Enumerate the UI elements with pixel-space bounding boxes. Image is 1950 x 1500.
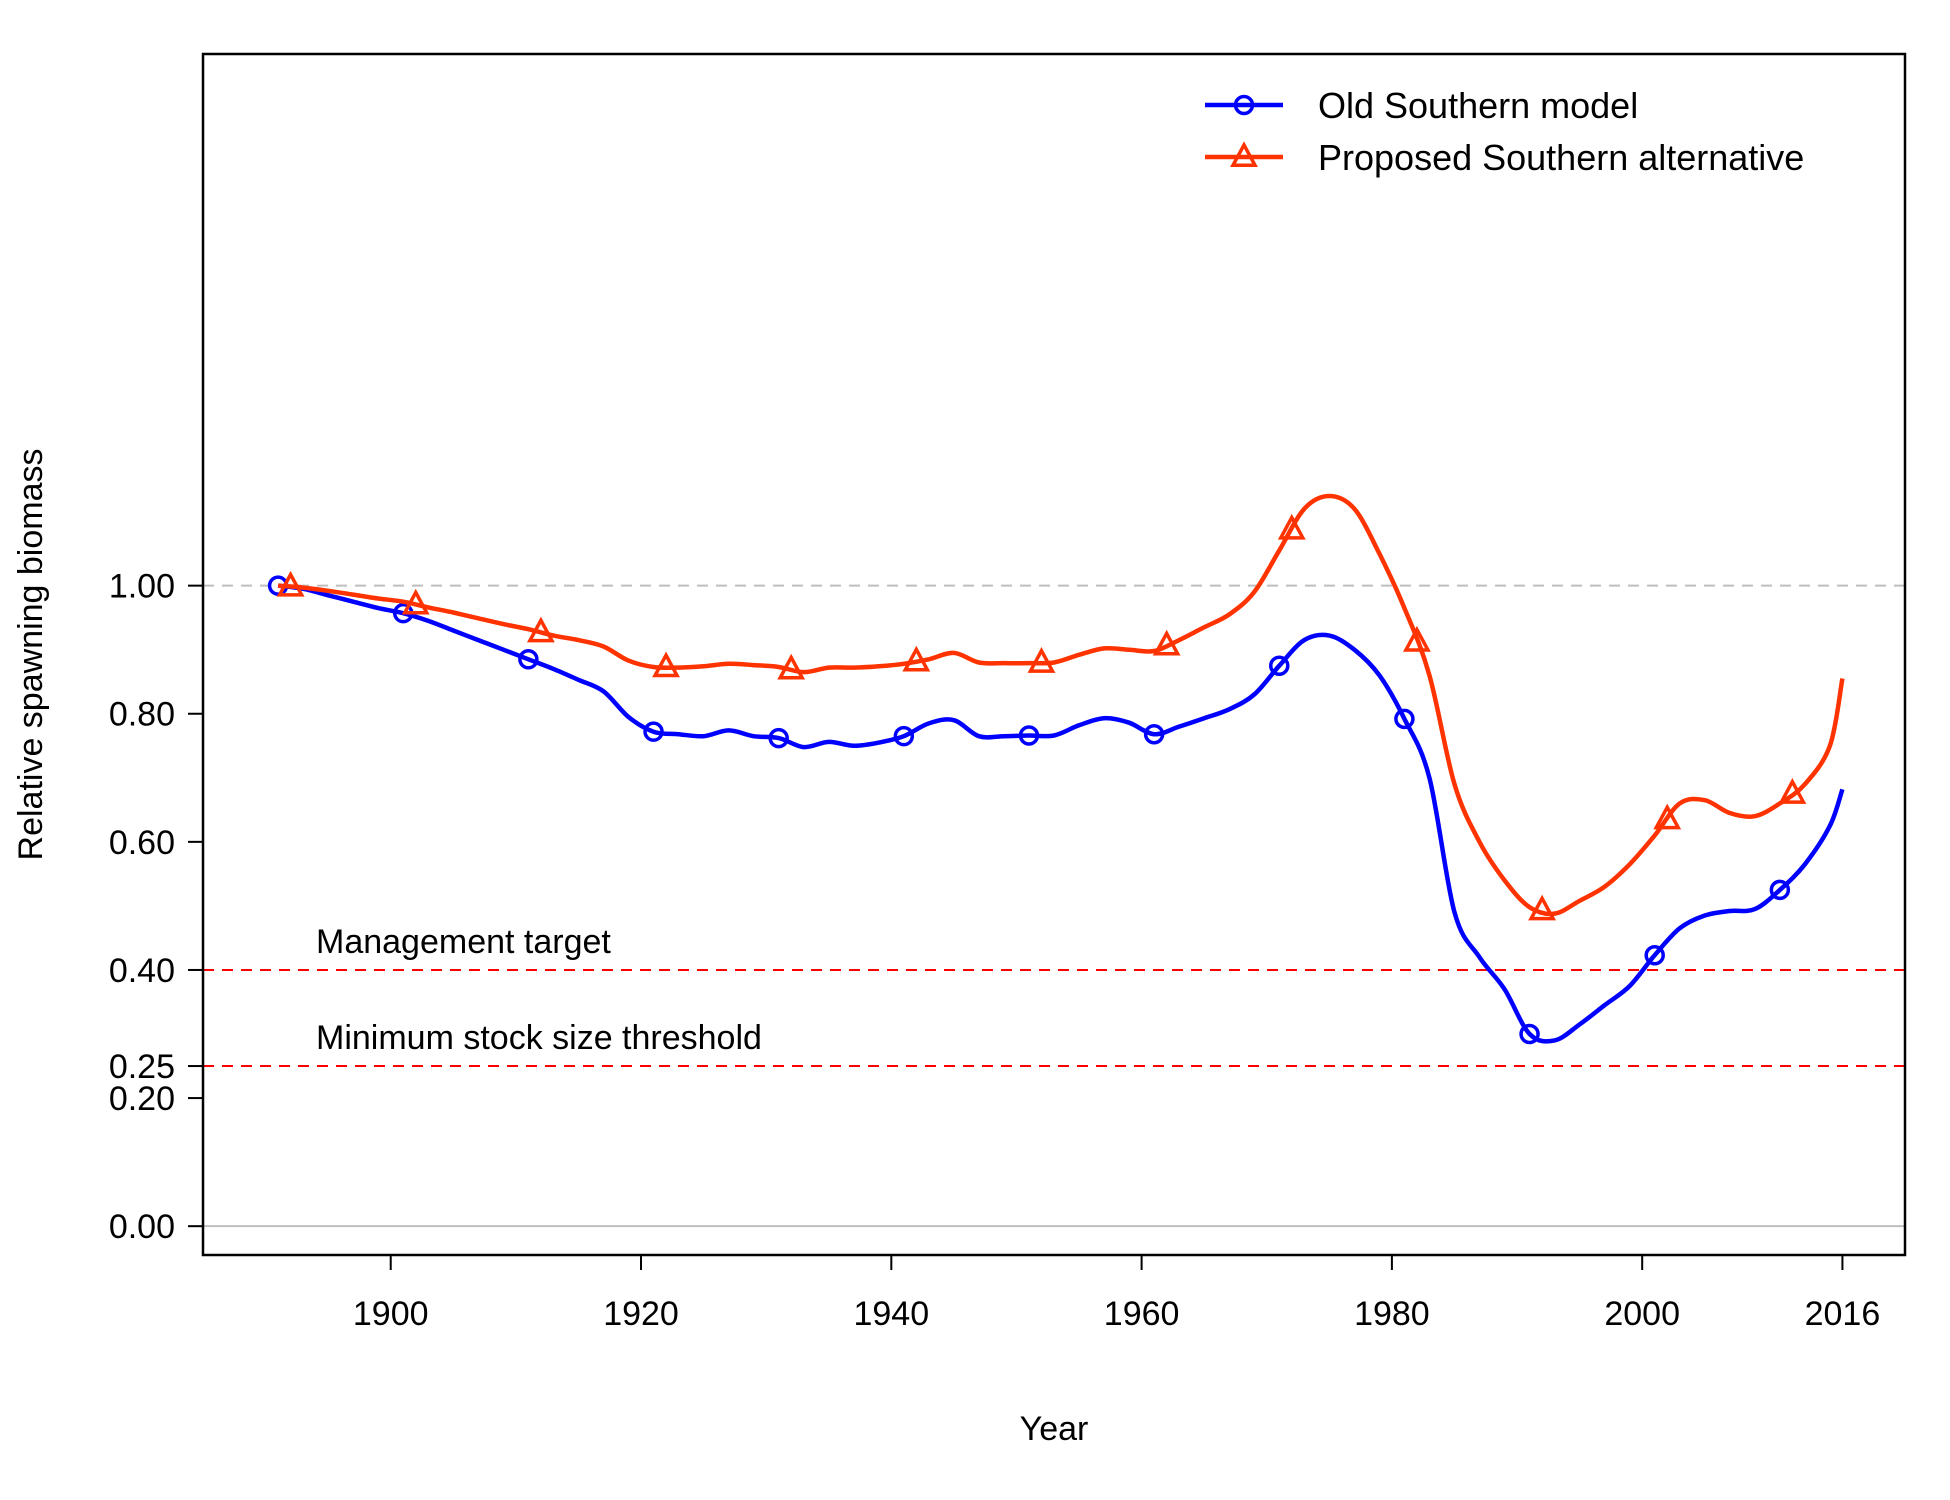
series-layer: [267, 493, 1845, 1045]
data-point: [1528, 894, 1557, 921]
y-axis: 0.00 0.200.25 0.40 0.60 0.80 1.00: [109, 568, 203, 1246]
legend-item: Old Southern model: [1205, 85, 1638, 126]
reference-line-label: Management target: [316, 923, 611, 961]
data-point: [777, 653, 806, 680]
data-point: [1778, 778, 1807, 804]
y-tick-label: 0.25: [109, 1048, 175, 1086]
data-point: [1402, 625, 1431, 652]
y-tick-label: 0.20: [109, 1080, 175, 1118]
data-point: [1018, 725, 1040, 746]
x-tick-label: 2000: [1604, 1295, 1680, 1333]
data-point: [902, 645, 931, 672]
x-axis: 1900 1920 1940 1960 1980 2000 2016: [353, 1255, 1880, 1333]
data-point: [1269, 655, 1290, 676]
x-axis-title: Year: [1020, 1410, 1089, 1448]
series-1: [267, 575, 1845, 1045]
y-axis-title: Relative spawning biomass: [12, 449, 50, 861]
x-tick-label: 1920: [603, 1295, 679, 1333]
data-point: [652, 651, 680, 678]
y-tick-label: 0.80: [109, 696, 175, 734]
legend: Old Southern model Proposed Southern alte…: [1205, 85, 1804, 178]
y-tick-label: 0.00: [109, 1208, 175, 1246]
y-tick-label: 1.00: [109, 568, 175, 606]
data-point: [1152, 629, 1181, 656]
y-tick-label: 0.60: [109, 824, 175, 862]
data-point: [1644, 944, 1665, 966]
data-point: [893, 725, 915, 747]
data-point: [1277, 513, 1306, 540]
data-point: [1143, 723, 1165, 745]
legend-marker: [1233, 94, 1255, 116]
data-point: [1027, 647, 1056, 673]
plot-frame: [201, 52, 1907, 1257]
series-line: [277, 583, 1845, 1044]
x-tick-label: 1980: [1354, 1295, 1430, 1333]
reference-line-label: Minimum stock size threshold: [316, 1019, 762, 1057]
annotations: Management target Minimum stock size thre…: [316, 923, 762, 1057]
data-point: [643, 721, 664, 742]
data-point: [518, 649, 539, 670]
data-point: [1519, 1023, 1540, 1045]
x-tick-label: 1960: [1104, 1295, 1180, 1333]
data-point: [401, 588, 430, 615]
y-tick-label: 0.40: [109, 952, 175, 990]
legend-marker: [1230, 141, 1258, 167]
data-point: [276, 570, 305, 597]
series-line: [277, 493, 1845, 917]
legend-label: Old Southern model: [1318, 85, 1638, 126]
data-point: [1653, 803, 1682, 830]
reference-lines: [203, 584, 1905, 1228]
legend-label: Proposed Southern alternative: [1318, 137, 1804, 178]
x-tick-label: 2016: [1805, 1295, 1881, 1333]
legend-item: Proposed Southern alternative: [1205, 137, 1804, 178]
data-point: [1394, 708, 1415, 730]
data-point: [1769, 879, 1791, 901]
x-tick-label: 1900: [353, 1295, 429, 1333]
data-point: [768, 727, 789, 749]
x-tick-label: 1940: [853, 1295, 929, 1333]
series-2: [276, 493, 1845, 921]
data-point: [526, 616, 555, 643]
